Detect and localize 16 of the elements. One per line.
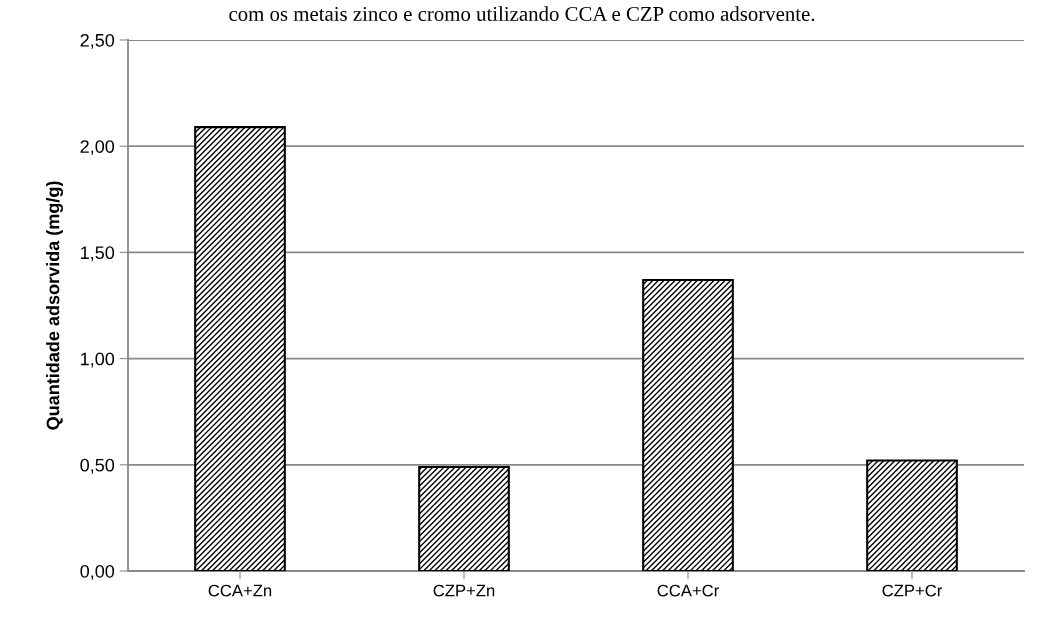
bar [866, 459, 958, 571]
x-tick-label: CZP+Zn [433, 584, 495, 597]
x-tick-label: CCA+Cr [657, 584, 719, 597]
bar [194, 126, 286, 571]
bar [642, 278, 734, 571]
x-tick-label: CCA+Zn [208, 584, 272, 597]
y-tick-label: 0,00 [80, 564, 115, 580]
y-axis-title: Quantidade adsorvida (mg/g) [46, 181, 63, 430]
y-tick-label: 1,00 [81, 352, 115, 368]
chart-title: com os metais zinco e cromo utilizando CCA e CZP como adsorvente. [229, 6, 815, 22]
y-tick-label: 1,50 [81, 246, 115, 262]
y-tick-label: 0,50 [80, 458, 115, 474]
bar [418, 465, 510, 571]
y-tick-label: 2,50 [80, 33, 115, 49]
y-tick-label: 2,00 [80, 140, 115, 156]
x-tick-label: CZP+Cr [882, 584, 943, 597]
